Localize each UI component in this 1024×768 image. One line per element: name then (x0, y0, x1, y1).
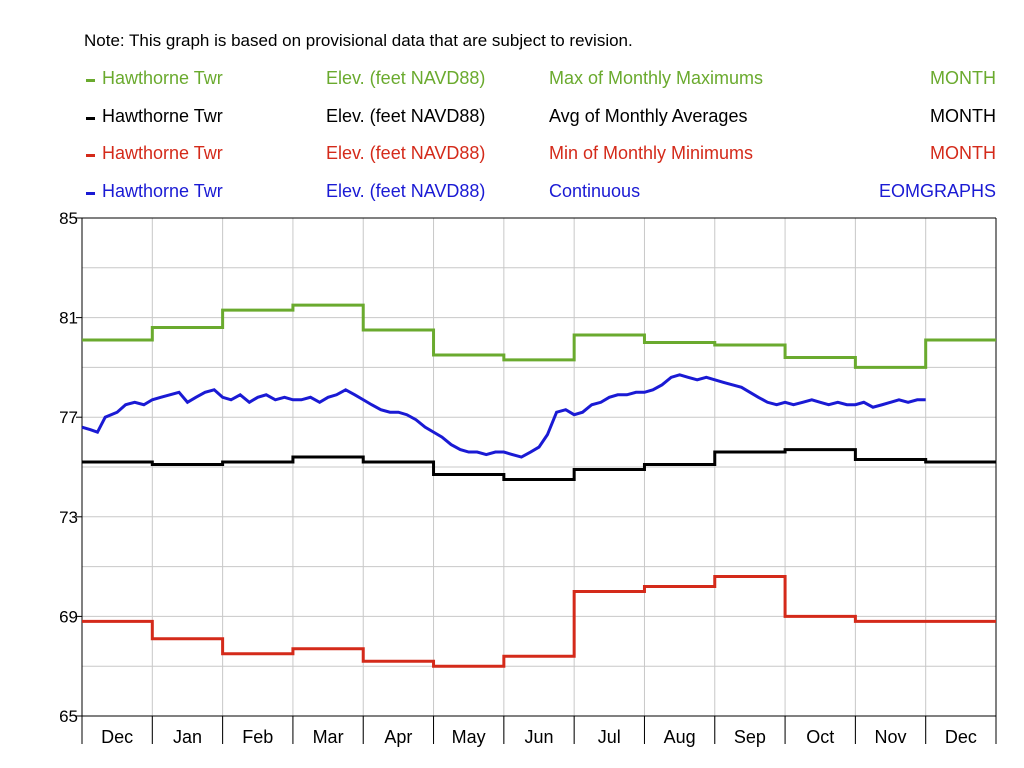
x-tick-label: Jul (598, 727, 621, 747)
x-tick-label: Aug (664, 727, 696, 747)
legend-site: Hawthorne Twr (102, 106, 223, 126)
series-line-max-of-monthly-maximums (82, 303, 996, 369)
series-line-continuous (81, 373, 926, 459)
y-tick-label: 81 (59, 309, 78, 328)
legend-parameter: Elev. (feet NAVD88) (326, 143, 486, 163)
series-line-avg-of-monthly-averages (82, 448, 996, 481)
legend-site: Hawthorne Twr (102, 181, 223, 201)
legend-interval: EOMGRAPHS (878, 181, 996, 201)
y-tick-label: 73 (59, 508, 78, 527)
legend-entry-max: Hawthorne Twr Elev. (feet NAVD88) Max of… (0, 68, 1024, 92)
legend-entry-continuous: Hawthorne Twr Elev. (feet NAVD88) Contin… (0, 181, 1024, 205)
y-tick-label: 77 (59, 408, 78, 427)
legend-statistic: Max of Monthly Maximums (549, 68, 764, 88)
x-tick-label: Feb (242, 727, 273, 747)
legend-statistic: Avg of Monthly Averages (549, 106, 748, 126)
x-tick-label: Dec (101, 727, 133, 747)
x-tick-label: Dec (945, 727, 977, 747)
series-line-min-of-monthly-minimums (82, 575, 996, 668)
legend-swatch-max (86, 79, 95, 82)
x-tick-label: Jun (524, 727, 553, 747)
legend-site: Hawthorne Twr (102, 68, 223, 88)
x-tick-label: Sep (734, 727, 766, 747)
y-tick-label: 85 (59, 209, 78, 228)
provisional-note: Note: This graph is based on provisional… (84, 31, 633, 50)
x-tick-label: May (452, 727, 486, 747)
x-tick-label: Mar (313, 727, 344, 747)
x-tick-label: Jan (173, 727, 202, 747)
legend-parameter: Elev. (feet NAVD88) (326, 68, 486, 88)
legend-statistic: Continuous (549, 181, 641, 201)
y-tick-label: 69 (59, 607, 78, 626)
x-tick-label: Nov (875, 727, 907, 747)
y-tick-label: 65 (59, 707, 78, 726)
x-tick-label: Apr (384, 727, 412, 747)
legend-entry-avg: Hawthorne Twr Elev. (feet NAVD88) Avg of… (0, 106, 1024, 130)
legend-interval: MONTH (930, 106, 996, 126)
legend-parameter: Elev. (feet NAVD88) (326, 181, 486, 201)
legend-interval: MONTH (930, 68, 996, 88)
x-tick-label: Oct (806, 727, 834, 747)
legend-entry-min: Hawthorne Twr Elev. (feet NAVD88) Min of… (0, 143, 1024, 167)
legend-swatch-avg (86, 117, 95, 120)
legend-swatch-continuous (86, 192, 95, 195)
legend-interval: MONTH (930, 143, 996, 163)
legend-site: Hawthorne Twr (102, 143, 223, 163)
legend-statistic: Min of Monthly Minimums (549, 143, 754, 163)
legend-parameter: Elev. (feet NAVD88) (326, 106, 486, 126)
legend-swatch-min (86, 154, 95, 157)
